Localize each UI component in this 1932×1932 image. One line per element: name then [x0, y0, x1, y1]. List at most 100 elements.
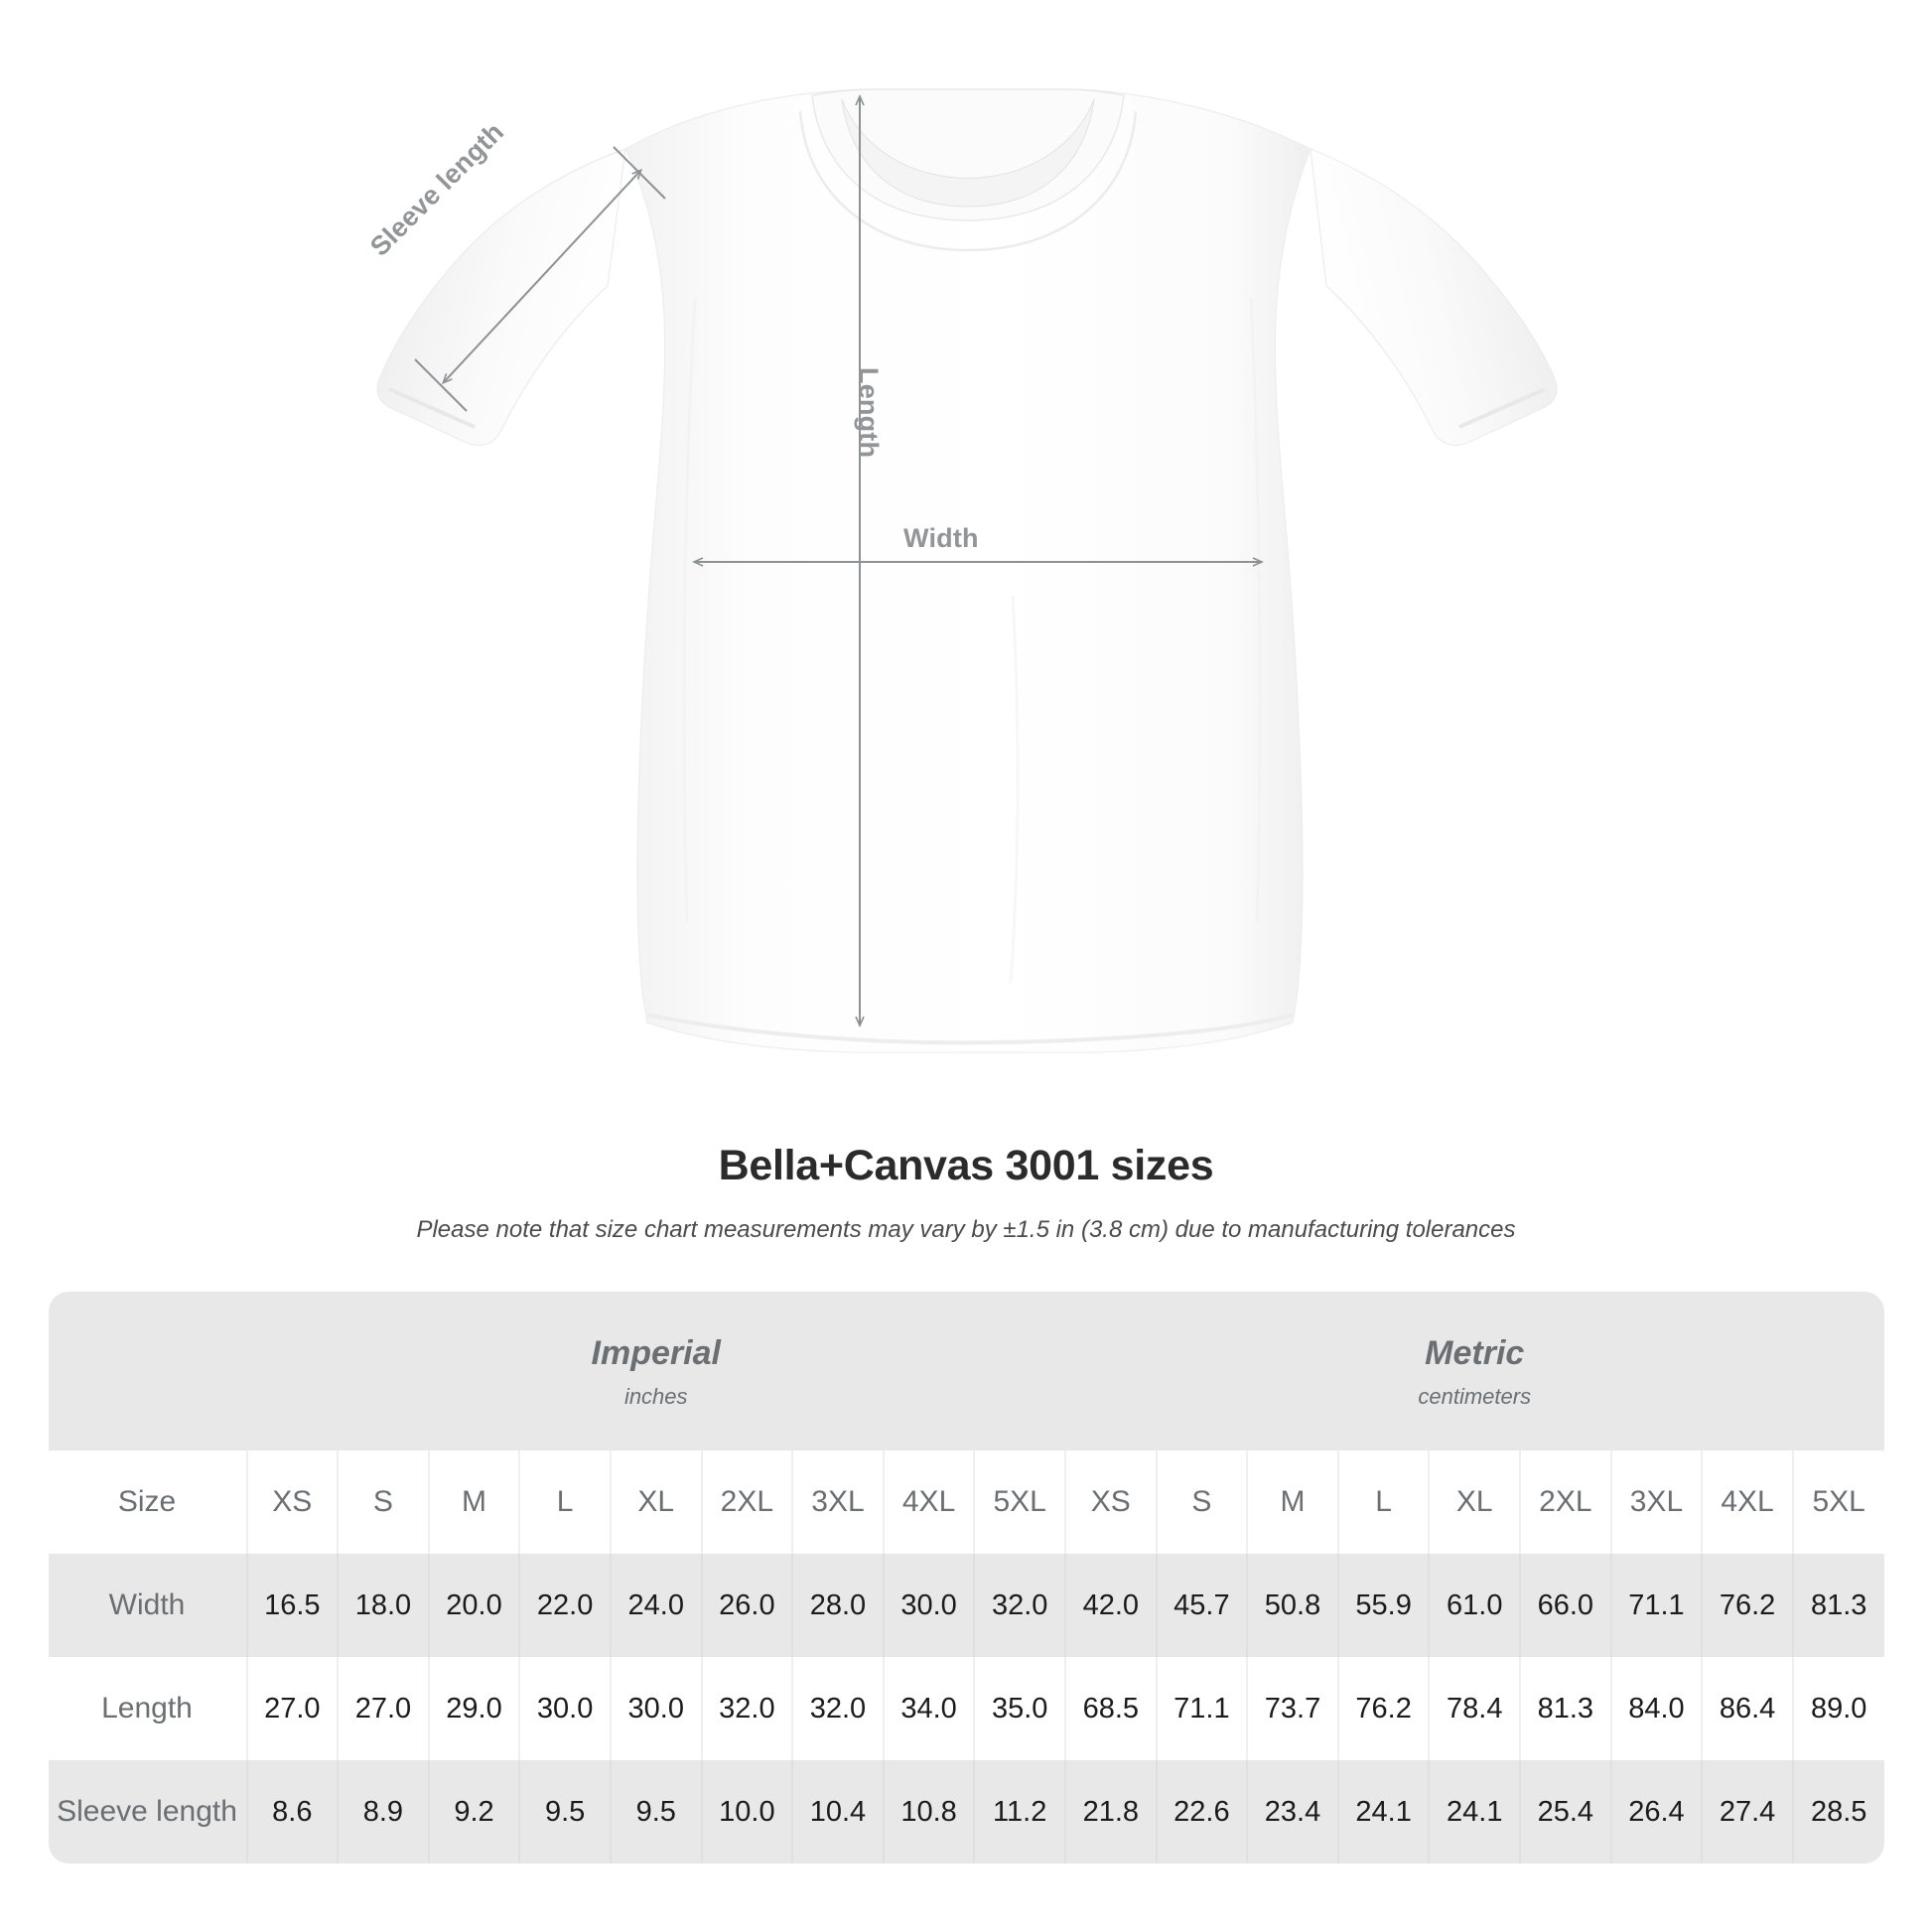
measurement-cell: 81.3 — [1791, 1554, 1884, 1657]
measurement-cell: 9.5 — [609, 1760, 702, 1863]
measurement-cell: 24.0 — [609, 1554, 702, 1657]
right-sleeve-hem — [1458, 387, 1546, 429]
size-row-header: Size — [48, 1450, 247, 1554]
row-header-sleeve-length: Sleeve length — [48, 1760, 247, 1863]
size-header-cell: 3XL — [791, 1450, 884, 1554]
size-header-cell: 2XL — [1519, 1450, 1611, 1554]
measurement-cell: 32.0 — [973, 1554, 1065, 1657]
row-header-width: Width — [48, 1554, 247, 1657]
measurement-cell: 81.3 — [1519, 1657, 1611, 1760]
measurement-cell: 25.4 — [1519, 1760, 1611, 1863]
size-header-cell: XS — [245, 1450, 339, 1554]
measurement-cell: 30.0 — [518, 1657, 611, 1760]
unit-banner-corner — [48, 1292, 247, 1450]
measurement-cell: 21.8 — [1063, 1760, 1157, 1863]
fold-left — [682, 297, 697, 924]
fold-center — [1009, 595, 1020, 984]
measurement-cell: 76.2 — [1701, 1554, 1793, 1657]
measurement-cell: 35.0 — [973, 1657, 1065, 1760]
measurement-cell: 71.1 — [1609, 1554, 1703, 1657]
tshirt-illustration: Sleeve length Length Width — [364, 88, 1558, 1053]
size-header-cell: 5XL — [1791, 1450, 1884, 1554]
measurement-cell: 29.0 — [427, 1657, 520, 1760]
measurement-cell: 24.1 — [1428, 1760, 1521, 1863]
measurement-cell: 30.0 — [609, 1657, 702, 1760]
measurement-cell: 68.5 — [1063, 1657, 1157, 1760]
measurement-cell: 23.4 — [1246, 1760, 1338, 1863]
unit-name-imperial: Imperial — [591, 1333, 721, 1372]
measurement-cell: 32.0 — [700, 1657, 793, 1760]
size-header-cell: S — [337, 1450, 429, 1554]
measurement-cell: 28.5 — [1791, 1760, 1884, 1863]
measurement-cell: 76.2 — [1336, 1657, 1430, 1760]
measurement-cell: 73.7 — [1246, 1657, 1338, 1760]
measurement-cell: 22.6 — [1155, 1760, 1248, 1863]
measurement-cell: 42.0 — [1063, 1554, 1157, 1657]
size-header-row: Size XS S M L XL 2XL 3XL 4XL 5XL XS S M L XL 2XL 3XL 4XL 5… — [48, 1450, 1884, 1554]
size-header-cell: M — [427, 1450, 520, 1554]
left-sleeve-hem — [388, 387, 476, 429]
title-block: Bella+Canvas 3001 sizes Please note that… — [0, 1122, 1932, 1244]
measurement-cell: 50.8 — [1246, 1554, 1338, 1657]
size-header-cell: M — [1246, 1450, 1338, 1554]
measurement-cell: 86.4 — [1701, 1657, 1793, 1760]
measurement-cell: 34.0 — [882, 1657, 975, 1760]
measurement-cell: 27.0 — [245, 1657, 339, 1760]
right-sleeve — [1310, 148, 1558, 447]
measurement-cell: 32.0 — [791, 1657, 884, 1760]
sleeve-dimension-line — [441, 168, 643, 385]
unit-sub-metric: centimeters — [1418, 1384, 1532, 1410]
size-header-cell: XS — [1063, 1450, 1157, 1554]
measurement-cell: 18.0 — [337, 1554, 429, 1657]
measurement-cell: 26.4 — [1609, 1760, 1703, 1863]
page-title: Bella+Canvas 3001 sizes — [718, 1142, 1214, 1189]
size-header-cell: 4XL — [882, 1450, 975, 1554]
measurement-cell: 10.8 — [882, 1760, 975, 1863]
row-header-length: Length — [48, 1657, 247, 1760]
measurement-cell: 28.0 — [791, 1554, 884, 1657]
size-header-cell: 5XL — [973, 1450, 1065, 1554]
table-row: Length 27.0 27.0 29.0 30.0 30.0 32.0 32.0 34.0 35… — [48, 1657, 1884, 1760]
bottom-hem — [646, 1013, 1294, 1045]
tolerance-note: Please note that size chart measurements… — [416, 1216, 1516, 1243]
measurement-cell: 78.4 — [1428, 1657, 1521, 1760]
measurement-cell: 55.9 — [1336, 1554, 1430, 1657]
size-chart-table: Imperial inches Metric centimeters Size XS S M L… — [48, 1292, 1884, 1863]
measurement-cell: 89.0 — [1791, 1657, 1884, 1760]
table-row: Width 16.5 18.0 20.0 22.0 24.0 26.0 28.0 30.0 32.… — [48, 1554, 1884, 1657]
measurement-cell: 66.0 — [1519, 1554, 1611, 1657]
length-label: Length — [854, 367, 884, 459]
shirt-body — [624, 88, 1311, 1053]
sleeve-tick-upper — [613, 146, 666, 200]
measurement-cell: 10.4 — [791, 1760, 884, 1863]
measurement-cell: 26.0 — [700, 1554, 793, 1657]
neck-opening — [841, 98, 1095, 207]
size-header-cell: 4XL — [1701, 1450, 1793, 1554]
measurement-cell: 8.6 — [245, 1760, 339, 1863]
unit-name-metric: Metric — [1425, 1333, 1525, 1372]
measurement-cell: 24.1 — [1336, 1760, 1430, 1863]
measurement-cell: 71.1 — [1155, 1657, 1248, 1760]
measurement-cell: 16.5 — [245, 1554, 339, 1657]
measurement-cell: 8.9 — [337, 1760, 429, 1863]
size-header-cell: XL — [1428, 1450, 1521, 1554]
measurement-cell: 9.5 — [518, 1760, 611, 1863]
measurement-cell: 45.7 — [1155, 1554, 1248, 1657]
measurement-cell: 22.0 — [518, 1554, 611, 1657]
tshirt-diagram-svg — [376, 88, 1558, 1053]
measurement-cell: 61.0 — [1428, 1554, 1521, 1657]
measurement-cell: 10.0 — [700, 1760, 793, 1863]
size-header-cell: S — [1155, 1450, 1248, 1554]
unit-sub-imperial: inches — [623, 1384, 688, 1410]
size-header-cell: 3XL — [1609, 1450, 1703, 1554]
size-table-body: Imperial inches Metric centimeters Size XS S M L… — [48, 1292, 1884, 1863]
width-label: Width — [903, 523, 979, 553]
measurement-cell: 30.0 — [882, 1554, 975, 1657]
fold-right — [1249, 297, 1262, 924]
unit-banner-row: Imperial inches Metric centimeters — [48, 1292, 1884, 1450]
size-table-wrapper: Imperial inches Metric centimeters Size XS S M L… — [48, 1292, 1884, 1863]
size-header-cell: L — [518, 1450, 611, 1554]
measurement-cell: 27.4 — [1701, 1760, 1793, 1863]
size-header-cell: L — [1336, 1450, 1430, 1554]
unit-header-imperial: Imperial inches — [246, 1292, 1065, 1450]
